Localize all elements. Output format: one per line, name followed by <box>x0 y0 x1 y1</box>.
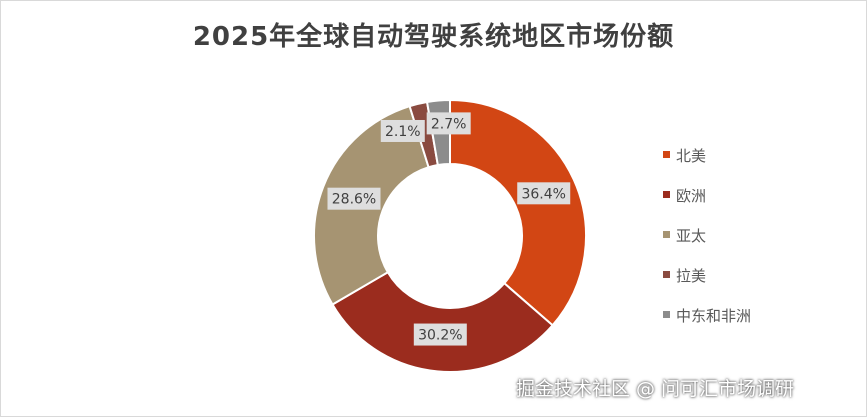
legend-label: 中东和非洲 <box>676 307 752 325</box>
donut-slice-north-america <box>449 98 587 327</box>
legend-item-latin-america: 拉美 <box>663 265 751 285</box>
donut-data-labels: 36.4% 30.2% 28.6% 2.1% 2.7% <box>327 112 571 346</box>
legend-label: 欧洲 <box>676 187 707 205</box>
data-label-latin-america: 2.1% <box>380 119 425 142</box>
data-label-text: 2.1% <box>385 124 421 140</box>
donut-slice-europe <box>331 270 554 373</box>
data-label-box <box>413 323 467 346</box>
data-label-north-america: 36.4% <box>517 182 571 205</box>
legend-swatch <box>663 151 670 158</box>
legend-item-asia-pacific: 亚太 <box>663 225 751 245</box>
legend-item-europe: 欧洲 <box>663 185 751 205</box>
legend-item-north-america: 北美 <box>663 145 751 165</box>
chart-legend: 北美欧洲亚太拉美中东和非洲 <box>663 145 751 345</box>
legend-swatch <box>663 191 670 198</box>
legend-item-middle-east-africa: 中东和非洲 <box>663 305 751 325</box>
data-label-text: 30.2% <box>418 328 462 344</box>
data-label-europe: 30.2% <box>413 323 467 346</box>
data-label-text: 36.4% <box>521 186 565 202</box>
data-label-box <box>380 119 425 142</box>
chart-title: 2025年全球自动驾驶系统地区市场份额 <box>192 22 675 52</box>
data-label-box <box>517 182 571 205</box>
legend-swatch <box>663 231 670 238</box>
data-label-text: 2.7% <box>431 116 467 132</box>
legend-label: 拉美 <box>676 267 707 285</box>
data-label-text: 28.6% <box>332 192 376 208</box>
watermark: 掘金技术社区 @ 问可汇市场调研 <box>516 378 795 400</box>
data-label-middle-east-africa: 2.7% <box>426 112 471 135</box>
legend-swatch <box>663 271 670 278</box>
legend-swatch <box>663 311 670 318</box>
data-label-box <box>426 112 471 135</box>
legend-label: 北美 <box>676 147 707 165</box>
data-label-asia-pacific: 28.6% <box>327 187 381 210</box>
data-label-box <box>327 187 381 210</box>
legend-label: 亚太 <box>676 227 707 245</box>
